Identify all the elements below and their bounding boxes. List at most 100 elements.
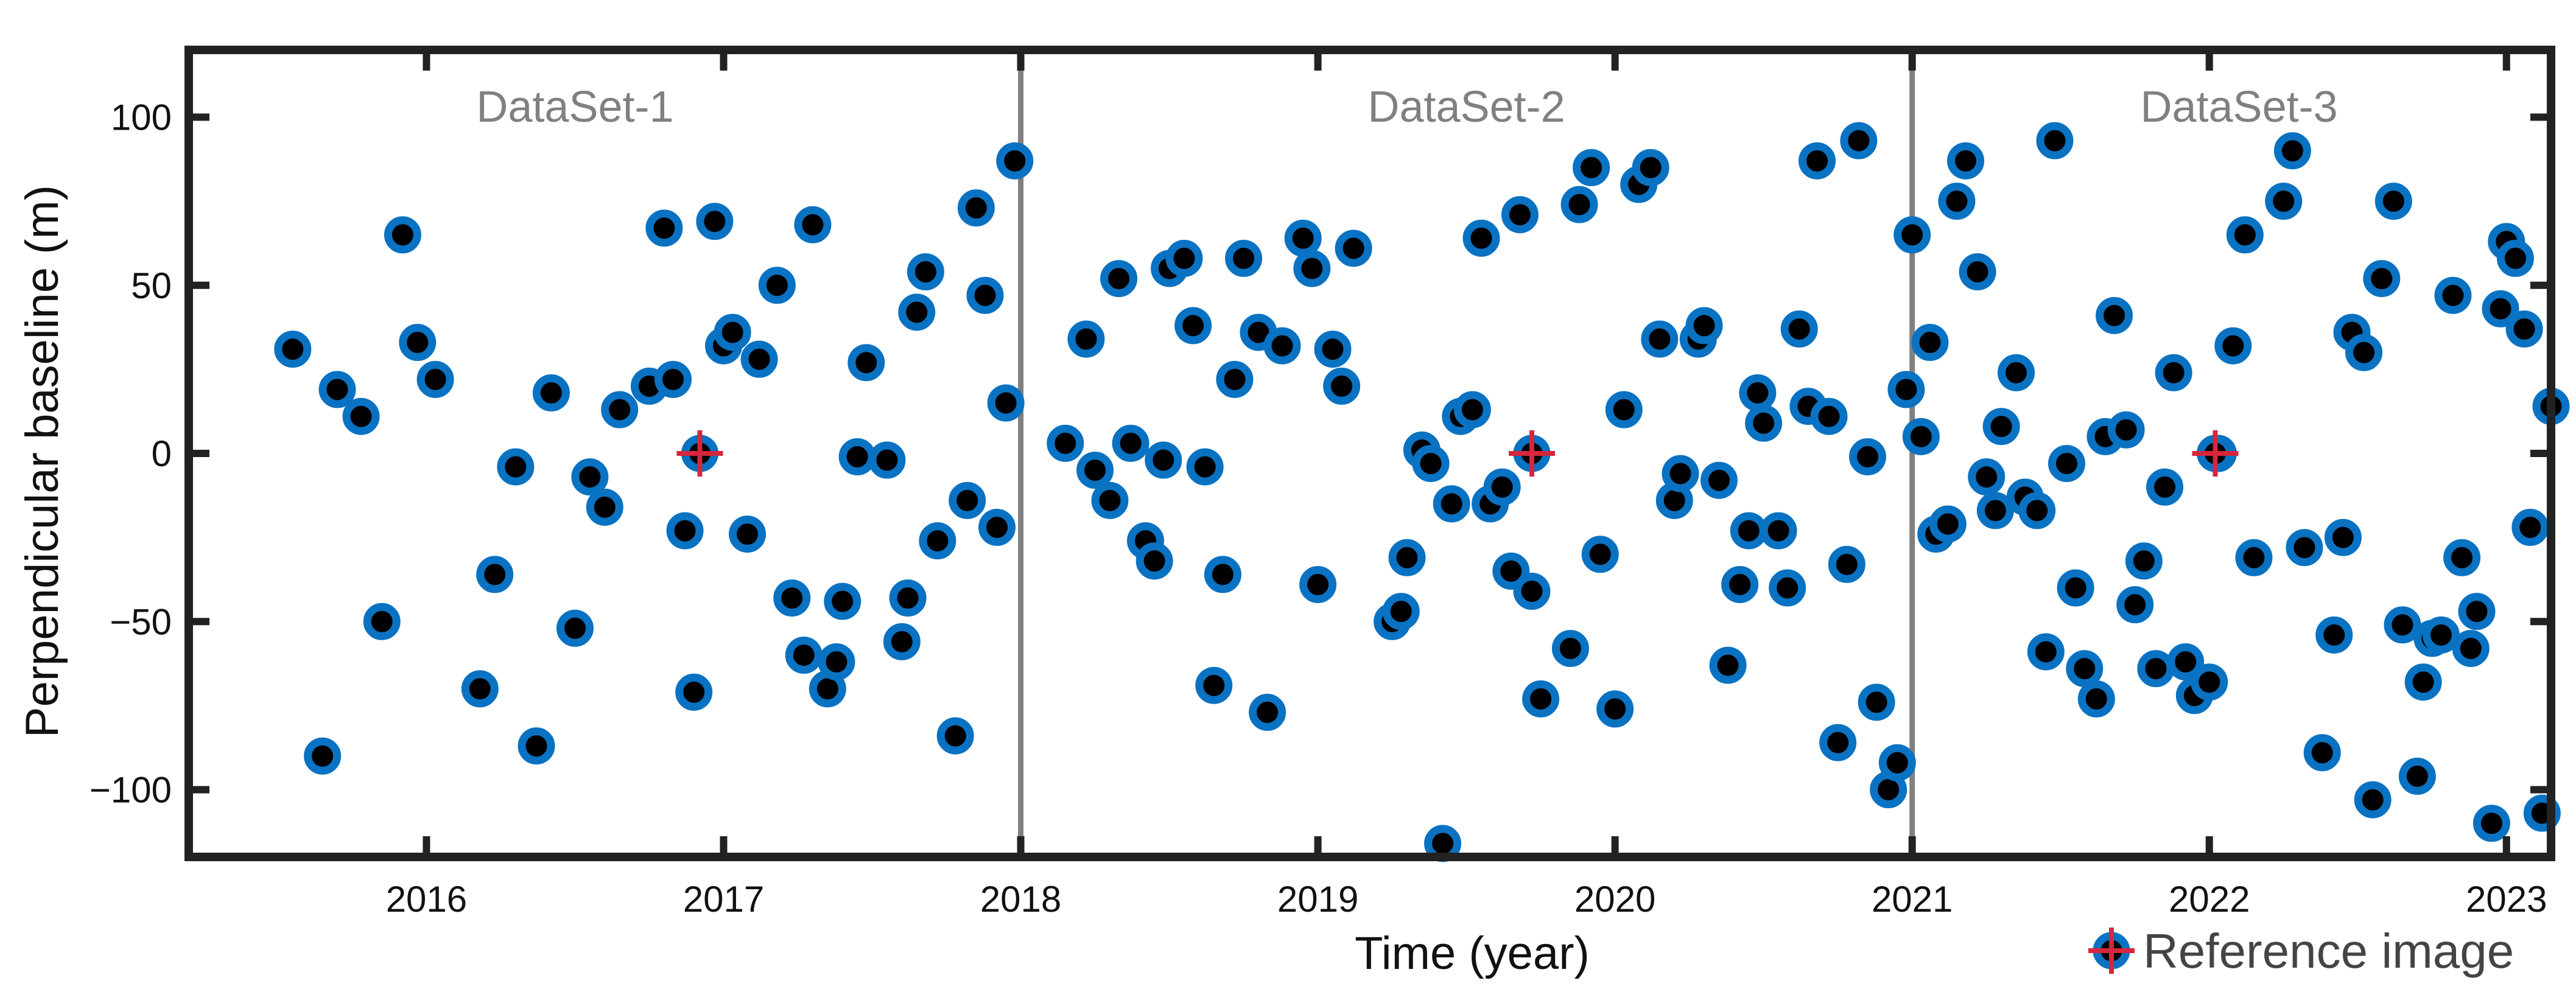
data-point xyxy=(2345,334,2383,371)
data-point xyxy=(304,737,342,775)
data-point xyxy=(696,203,734,240)
data-point xyxy=(907,253,944,291)
data-point xyxy=(1501,196,1539,234)
data-point xyxy=(1145,441,1182,479)
data-point xyxy=(1335,229,1372,267)
data-point xyxy=(1433,485,1470,523)
data-point xyxy=(1780,310,1818,348)
data-point xyxy=(1581,536,1619,573)
y-tick-label: 50 xyxy=(131,265,172,306)
data-point xyxy=(838,438,876,476)
data-point xyxy=(883,623,921,660)
data-point xyxy=(758,267,796,304)
legend-reference-label: Reference image xyxy=(2143,924,2514,978)
data-point xyxy=(2443,539,2481,576)
data-point xyxy=(824,582,862,620)
data-point xyxy=(1388,539,1426,576)
data-point xyxy=(978,509,1016,547)
data-point xyxy=(1911,324,1949,362)
x-tick-label: 2023 xyxy=(2466,879,2547,920)
data-point xyxy=(1165,240,1203,278)
region-label-dataset-1: DataSet-1 xyxy=(476,83,673,131)
data-point xyxy=(2404,663,2442,701)
data-point xyxy=(1858,683,1895,721)
data-point xyxy=(645,209,683,247)
data-point xyxy=(363,603,401,640)
data-point xyxy=(1299,565,1337,603)
data-point xyxy=(740,340,778,378)
reference-image-marker xyxy=(2192,430,2239,477)
y-tick-label: −50 xyxy=(110,601,172,642)
data-point xyxy=(1721,565,1759,603)
data-point xyxy=(384,216,421,254)
data-point xyxy=(1745,404,1783,442)
data-point xyxy=(1216,360,1254,398)
data-point xyxy=(399,324,437,362)
data-point xyxy=(1959,253,1996,291)
data-point xyxy=(2422,616,2460,654)
data-point xyxy=(1947,142,1985,180)
data-point xyxy=(1730,512,1767,550)
data-point xyxy=(2354,781,2392,819)
data-point xyxy=(666,512,704,550)
data-point xyxy=(1976,492,2014,529)
data-point xyxy=(601,391,639,428)
data-point xyxy=(2472,805,2510,842)
data-point xyxy=(729,515,767,553)
data-point xyxy=(1186,448,1224,486)
regions-layer: DataSet-1 DataSet-2 DataSet-3 xyxy=(476,83,2337,131)
data-point xyxy=(1840,122,1878,159)
data-point xyxy=(416,360,454,398)
data-point xyxy=(518,727,555,765)
data-point xyxy=(2214,327,2252,365)
data-point xyxy=(2235,539,2273,576)
data-point xyxy=(1225,240,1263,278)
data-point xyxy=(949,481,986,519)
data-point xyxy=(2434,276,2472,314)
data-point xyxy=(1893,216,1931,254)
data-point xyxy=(2116,586,2154,624)
data-point xyxy=(1067,320,1105,358)
data-point xyxy=(1323,368,1361,405)
data-point xyxy=(2167,643,2205,681)
data-point xyxy=(868,441,906,479)
data-point xyxy=(2027,633,2065,671)
data-point xyxy=(1685,307,1723,344)
data-point xyxy=(2398,757,2436,795)
data-point xyxy=(2265,183,2303,220)
data-point xyxy=(987,384,1025,422)
data-point xyxy=(1174,307,1212,344)
data-point xyxy=(2363,260,2401,298)
data-point xyxy=(274,330,312,368)
data-point xyxy=(556,609,594,647)
data-point xyxy=(1135,542,1173,580)
data-point xyxy=(996,142,1034,180)
data-point xyxy=(2125,542,2163,580)
data-point xyxy=(1412,445,1450,483)
data-point xyxy=(2315,616,2353,654)
data-point xyxy=(2066,650,2104,688)
data-point xyxy=(957,189,995,227)
data-point xyxy=(1605,391,1643,428)
data-point xyxy=(1902,418,1940,455)
data-point xyxy=(2137,650,2175,688)
x-tick-label: 2021 xyxy=(1872,879,1953,920)
reference-image-marker xyxy=(676,430,723,477)
data-point xyxy=(1700,461,1738,499)
data-point xyxy=(1968,458,2006,496)
data-point xyxy=(1551,629,1589,667)
data-point xyxy=(1596,690,1634,728)
data-point xyxy=(1382,593,1420,631)
data-point xyxy=(919,522,956,560)
data-point xyxy=(1453,391,1491,428)
data-point xyxy=(1828,545,1865,583)
y-axis-title: Perpendicular baseline (m) xyxy=(16,185,68,738)
data-point xyxy=(1641,320,1679,358)
data-point xyxy=(342,397,380,435)
data-point xyxy=(848,344,885,382)
data-point xyxy=(1848,438,1886,476)
data-point xyxy=(1560,186,1598,223)
data-point xyxy=(2273,132,2311,170)
points-layer xyxy=(274,122,2570,862)
